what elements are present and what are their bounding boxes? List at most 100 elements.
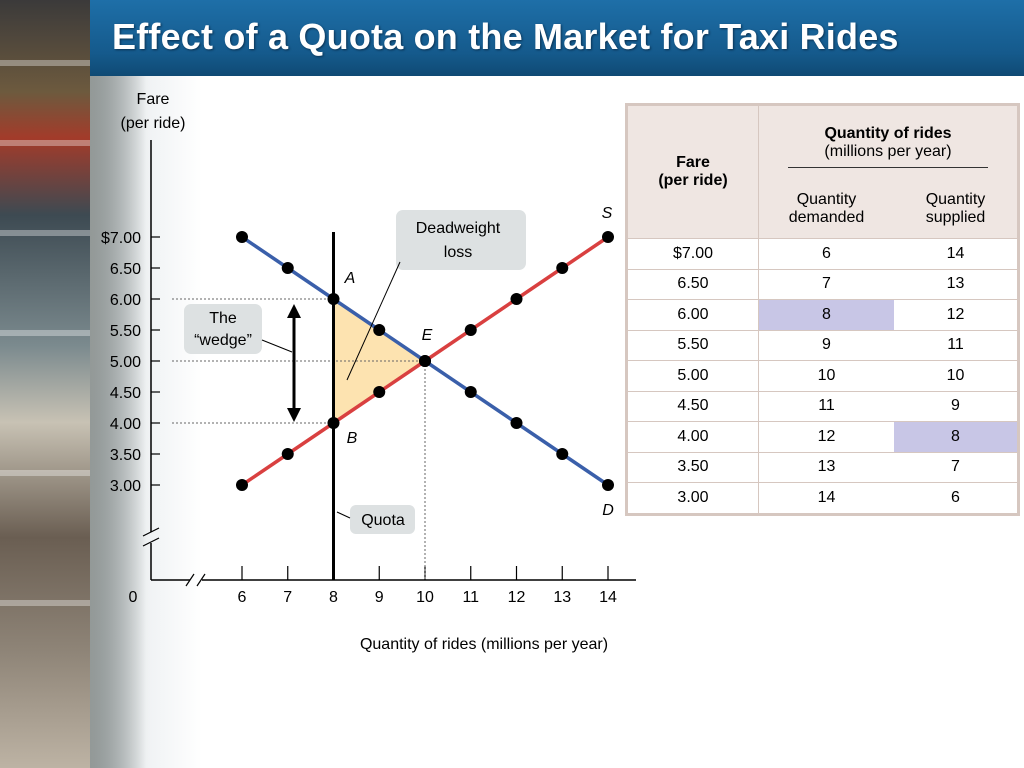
qd-header: Quantity demanded [759, 180, 895, 239]
fare-cell: 4.00 [626, 421, 759, 452]
fare-cell: 6.50 [626, 268, 759, 300]
taxi-data-table: Fare (per ride) Quantity of rides (milli… [625, 103, 1020, 516]
x-axis-break-mark-1 [185, 573, 195, 587]
table-row: 4.00 12 8 [626, 421, 1019, 452]
deadweight-loss-area [333, 299, 425, 423]
data-point [419, 355, 431, 367]
qs-cell-highlighted: 8 [894, 421, 1019, 452]
qd-cell: 13 [758, 451, 894, 483]
y-axis-title-line2: (per ride) [121, 115, 186, 132]
qs-cell: 14 [894, 238, 1019, 269]
qd-cell: 6 [758, 238, 894, 269]
data-point [373, 386, 386, 398]
qs-cell: 11 [894, 329, 1019, 361]
qd-cell: 7 [758, 268, 894, 300]
x-origin-label: 0 [129, 589, 138, 606]
qd-cell-highlighted: 8 [758, 299, 894, 330]
x-axis-break-mark-2 [196, 573, 206, 587]
point-e-label: E [422, 327, 433, 344]
wedge-callout-line2: “wedge” [194, 332, 252, 349]
deadweight-callout-pointer [346, 261, 401, 381]
data-point [510, 417, 523, 429]
x-ticks: 6 7 8 9 10 11 12 13 14 [238, 566, 617, 606]
y-tick-label: 6.00 [110, 292, 141, 309]
supply-label: S [602, 205, 613, 222]
table-row: 5.00 10 10 [626, 360, 1019, 391]
y-ticks: $7.00 6.50 6.00 5.50 5.00 4.50 4.00 3.50 3.00 [101, 230, 160, 495]
x-tick-label: 14 [599, 589, 617, 606]
y-tick-label: 3.00 [110, 478, 141, 495]
wedge-callout-box [184, 304, 262, 354]
data-markers [236, 231, 614, 491]
photo-fade [90, 76, 150, 768]
quantity-group-sub: (millions per year) [824, 142, 952, 160]
data-point [464, 386, 477, 398]
qs-header-line1: Quantity [925, 191, 986, 208]
x-tick-label: 10 [416, 589, 434, 606]
quantity-group-label: Quantity of rides [824, 124, 952, 142]
title-bar [90, 0, 1024, 76]
y-tick-label: 3.50 [110, 447, 141, 464]
qd-header-line2: demanded [788, 209, 865, 226]
table-row: 5.50 9 11 [626, 329, 1019, 361]
qs-cell: 10 [894, 360, 1019, 391]
qs-cell: 9 [894, 390, 1019, 422]
data-point [373, 324, 386, 336]
fare-cell: 3.00 [626, 482, 759, 514]
fare-cell: 4.50 [626, 390, 759, 422]
point-b-label: B [347, 430, 358, 447]
deadweight-callout-line1: Deadweight [416, 220, 501, 237]
y-tick-label: 5.00 [110, 354, 141, 371]
table-row: $7.00 6 14 [626, 238, 1019, 269]
deadweight-callout-box [396, 210, 526, 270]
y-tick-label: 5.50 [110, 323, 141, 340]
qs-cell: 13 [894, 268, 1019, 300]
qs-cell: 7 [894, 451, 1019, 483]
data-point [236, 231, 248, 243]
demand-label: D [602, 502, 614, 519]
qd-cell: 12 [758, 421, 894, 452]
table-row: 6.50 7 13 [626, 268, 1019, 300]
wedge-arrow-head-top [287, 304, 301, 318]
y-tick-label: 4.50 [110, 385, 141, 402]
table-row: 4.50 11 9 [626, 390, 1019, 422]
quota-callout-box [350, 505, 415, 534]
qs-header: Quantity supplied [894, 180, 1019, 239]
x-tick-label: 9 [375, 589, 384, 606]
y-tick-label: 4.00 [110, 416, 141, 433]
qd-cell: 9 [758, 329, 894, 361]
x-tick-label: 8 [329, 589, 338, 606]
wedge-callout-pointer [261, 339, 293, 353]
table-row: 3.00 14 6 [626, 482, 1019, 514]
data-point [327, 293, 340, 305]
x-tick-label: 6 [238, 589, 247, 606]
fare-header-sub: (per ride) [658, 172, 728, 189]
quantity-group-header: Quantity of rides (millions per year) [759, 105, 1019, 181]
background-photo [0, 0, 90, 768]
data-point [327, 417, 340, 429]
data-point [556, 448, 569, 460]
quota-callout-label: Quota [361, 512, 405, 529]
qs-header-line2: supplied [925, 209, 986, 226]
y-axis-title-line1: Fare [137, 91, 170, 108]
y-tick-label: 6.50 [110, 261, 141, 278]
quota-callout-pointer [336, 511, 351, 519]
fare-cell: 5.00 [626, 360, 759, 391]
table-row: 3.50 13 7 [626, 451, 1019, 483]
fare-cell: $7.00 [626, 238, 759, 269]
qs-cell: 12 [894, 299, 1019, 330]
page-title: Effect of a Quota on the Market for Taxi… [112, 16, 899, 57]
qd-cell: 10 [758, 360, 894, 391]
x-tick-label: 11 [462, 589, 479, 606]
data-point [510, 293, 523, 305]
table-row: 6.00 8 12 [626, 299, 1019, 330]
data-point [464, 324, 477, 336]
header-rule [788, 166, 988, 168]
y-axis-break-mark-2 [142, 537, 160, 547]
y-tick-label: $7.00 [101, 230, 141, 247]
x-tick-label: 13 [553, 589, 571, 606]
x-tick-label: 12 [508, 589, 526, 606]
fare-cell: 3.50 [626, 451, 759, 483]
fare-header: Fare (per ride) [626, 104, 759, 239]
